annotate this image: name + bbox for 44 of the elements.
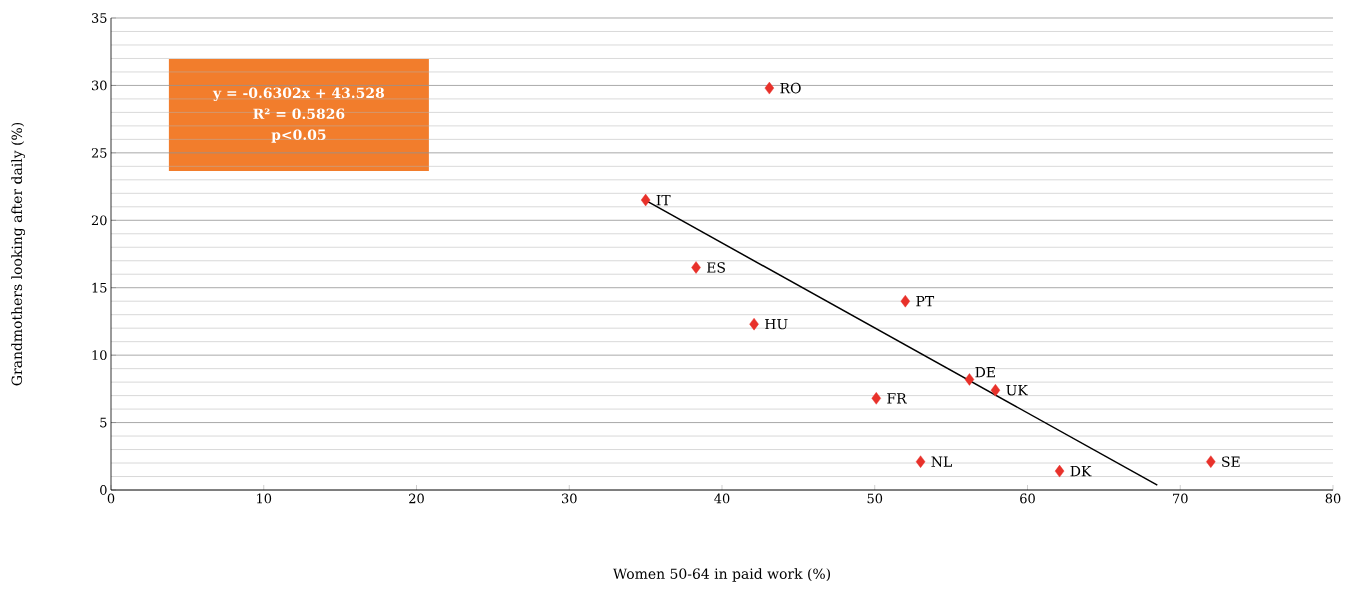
x-tick-label: 70	[1173, 493, 1188, 504]
y-tick-label: 15	[92, 282, 107, 293]
point	[900, 295, 910, 308]
y-tick-label: 30	[91, 80, 107, 91]
annotation: NL	[931, 456, 952, 467]
y-tick-label: 5	[100, 417, 107, 428]
point	[691, 261, 701, 274]
point	[990, 384, 1001, 397]
x-tick-label: 0	[107, 493, 115, 504]
x-tick-label: 30	[561, 493, 577, 504]
y-tick-label: 35	[91, 13, 107, 23]
annotation: PT	[916, 296, 935, 307]
y-tick-label: 20	[91, 215, 107, 226]
x-tick-label: 40	[714, 493, 730, 504]
point	[964, 373, 975, 386]
annotation: UK	[1006, 385, 1029, 396]
x-tick-label: 80	[1325, 493, 1341, 504]
x-tick-label: 10	[257, 493, 272, 504]
annotation: FR	[887, 393, 907, 404]
point	[749, 317, 759, 331]
x-tick-label: 50	[867, 493, 883, 504]
annotation: IT	[656, 194, 671, 206]
point	[1206, 455, 1216, 468]
annotation: HU	[765, 318, 788, 330]
point	[871, 392, 881, 405]
annotation: ES	[707, 262, 725, 273]
point	[764, 81, 775, 95]
y-tick-label: 0	[100, 485, 107, 495]
annotation: y = -0.6302x + 43.528	[212, 87, 385, 101]
annotation: R² = 0.5826	[253, 108, 345, 120]
point	[1054, 464, 1065, 478]
annotation: SE	[1222, 456, 1240, 467]
point	[915, 455, 926, 468]
annotation: DE	[975, 367, 995, 378]
x-tick-label: 20	[409, 493, 424, 504]
y-tick-label: 10	[92, 350, 107, 361]
annotation: RO	[780, 82, 801, 94]
x-tick-label: 60	[1020, 493, 1035, 504]
y-axis-title: Grandmothers looking after daily (%)	[11, 122, 25, 386]
annotation: p<0.05	[271, 129, 326, 143]
annotation: DK	[1070, 466, 1092, 477]
y-tick-label: 25	[91, 147, 107, 158]
point	[640, 193, 651, 207]
x-axis-title: Women 50-64 in paid work (%)	[612, 568, 831, 582]
